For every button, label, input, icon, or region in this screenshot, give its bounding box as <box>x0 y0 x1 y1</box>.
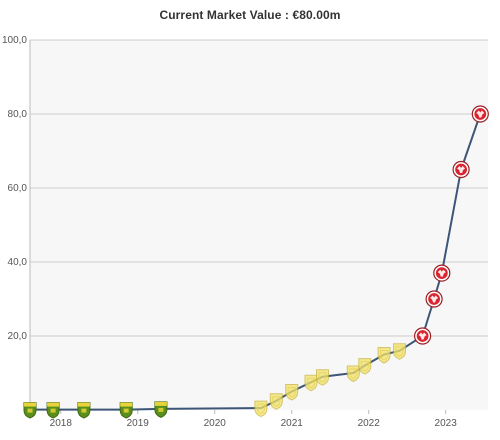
grid-lines <box>30 39 488 337</box>
y-tick-label: 20,0 <box>8 331 28 342</box>
green-yellow-crest-icon[interactable] <box>119 402 133 419</box>
series-markers <box>23 105 489 419</box>
yellow-crest-icon[interactable] <box>269 393 283 410</box>
y-tick-label: 40,0 <box>8 257 28 268</box>
y-axis-ticks: 20,0 40,0 60,0 80,0 100,0 <box>2 35 27 342</box>
eagle-crest-icon[interactable] <box>414 327 432 345</box>
green-yellow-crest-icon[interactable] <box>154 401 168 418</box>
green-yellow-crest-icon[interactable] <box>46 402 60 419</box>
green-yellow-crest-icon[interactable] <box>77 402 91 419</box>
yellow-crest-icon[interactable] <box>346 365 360 383</box>
x-tick-label: 2021 <box>281 418 304 429</box>
yellow-crest-icon[interactable] <box>316 369 329 386</box>
yellow-crest-icon[interactable] <box>285 384 299 401</box>
x-tick-label: 2022 <box>358 418 381 429</box>
eagle-crest-icon[interactable] <box>471 105 489 123</box>
eagle-crest-icon[interactable] <box>452 160 470 179</box>
yellow-crest-icon[interactable] <box>358 358 372 375</box>
plot-area <box>30 40 488 410</box>
x-tick-label: 2023 <box>435 418 458 429</box>
x-tick-label: 2019 <box>127 418 150 429</box>
eagle-crest-icon[interactable] <box>425 290 443 308</box>
y-tick-label: 60,0 <box>8 183 28 194</box>
yellow-crest-icon[interactable] <box>377 347 391 364</box>
yellow-crest-icon[interactable] <box>304 374 318 392</box>
y-tick-label: 80,0 <box>8 109 28 120</box>
yellow-crest-icon[interactable] <box>393 343 406 360</box>
x-axis-ticks: 2018 2019 2020 2021 2022 2023 <box>50 410 458 429</box>
eagle-crest-icon[interactable] <box>433 264 451 282</box>
x-tick-label: 2018 <box>50 418 73 429</box>
x-tick-label: 2020 <box>204 418 227 429</box>
chart-title: Current Market Value : €80.00m <box>159 8 341 22</box>
green-yellow-crest-icon[interactable] <box>23 402 37 419</box>
y-tick-label: 100,0 <box>2 35 27 46</box>
yellow-crest-icon[interactable] <box>254 400 268 418</box>
